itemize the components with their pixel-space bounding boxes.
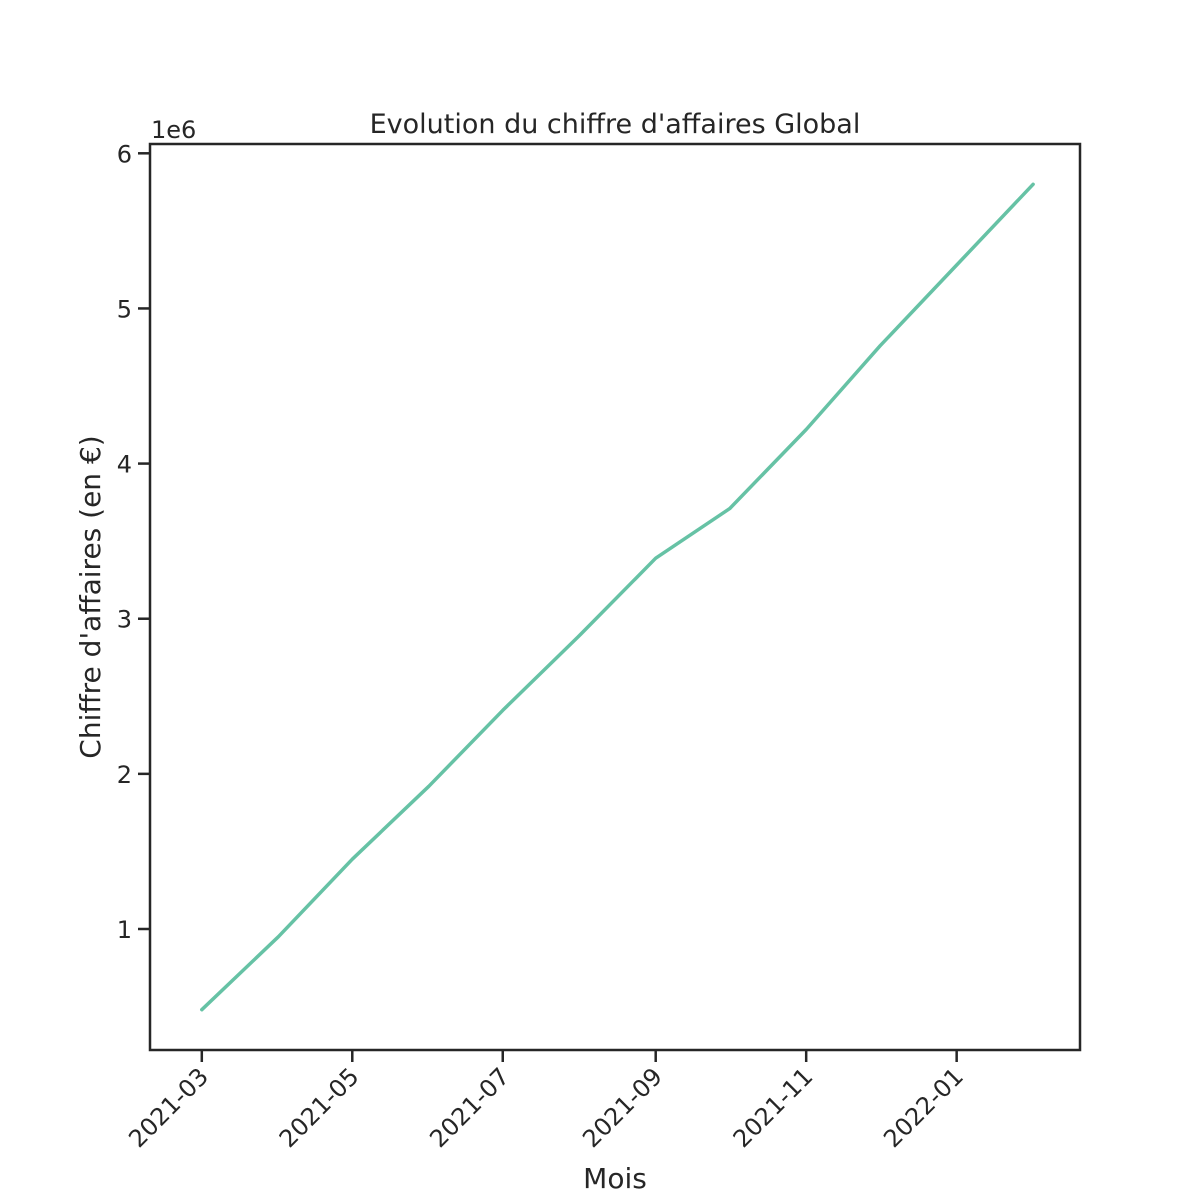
y-tick-label: 2 [117,761,132,789]
series-line-0 [200,182,1035,1012]
plot-area [200,182,1035,1012]
chart-title: Evolution du chiffre d'affaires Global [370,109,861,140]
y-tick-label: 4 [117,451,132,479]
y-tick-label: 1 [117,916,132,944]
axes-frame [148,142,1082,1052]
y-axis: 1 2 3 4 5 6 [117,140,150,944]
y-tick-label: 5 [117,295,132,323]
y-axis-label: Chiffre d'affaires (en €) [74,435,107,758]
y-tick-label: 3 [117,606,132,634]
x-axis-label: Mois [583,1162,647,1195]
y-tick-label: 6 [117,140,132,168]
y-offset-label: 1e6 [151,116,196,144]
